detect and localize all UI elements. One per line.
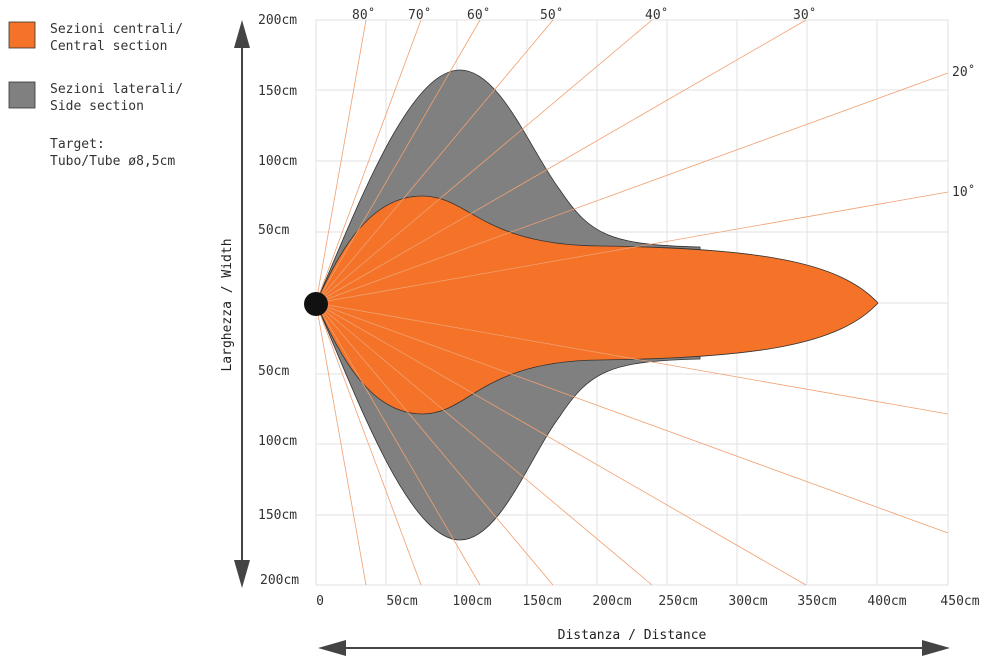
angle-label-80: 80˚ — [352, 7, 375, 23]
angle-label-40: 40˚ — [645, 7, 668, 23]
x-tick-label: 300cm — [728, 594, 767, 609]
x-axis-arrow — [318, 640, 950, 656]
x-tick-label: 450cm — [940, 594, 979, 609]
central-section-area — [315, 195, 879, 415]
x-tick-label: 0 — [316, 594, 324, 609]
angle-label-30: 30˚ — [793, 7, 816, 23]
x-tick-label: 250cm — [658, 594, 697, 609]
legend: Sezioni centrali/ Central section Sezion… — [8, 21, 183, 169]
y-tick-label: 50cm — [258, 223, 289, 238]
legend-side-line2: Side section — [50, 99, 144, 114]
y-tick-label: 150cm — [258, 508, 297, 523]
y-tick-label: 200cm — [258, 13, 297, 28]
y-tick-label: 150cm — [258, 84, 297, 99]
x-tick-label: 350cm — [797, 594, 836, 609]
x-tick-label: 200cm — [592, 594, 631, 609]
legend-central-line1: Sezioni centrali/ — [50, 22, 183, 37]
angle-label-70: 70˚ — [408, 7, 431, 23]
x-tick-label: 50cm — [386, 594, 417, 609]
origin-target — [304, 292, 328, 316]
x-axis-title: Distanza / Distance — [558, 628, 707, 643]
angle-labels: 80˚ 70˚ 60˚ 50˚ 40˚ 30˚ 20˚ 10˚ — [352, 7, 975, 200]
y-tick-label: 200cm — [260, 573, 299, 588]
angle-rays — [315, 19, 949, 586]
x-tick-label: 400cm — [867, 594, 906, 609]
angle-label-10: 10˚ — [952, 184, 975, 200]
legend-swatch-central — [8, 21, 36, 49]
legend-target-line2: Tubo/Tube ø8,5cm — [50, 154, 175, 169]
y-tick-label: 100cm — [258, 154, 297, 169]
legend-side-line1: Sezioni laterali/ — [50, 82, 183, 97]
legend-central-line2: Central section — [50, 39, 167, 54]
angle-label-60: 60˚ — [467, 7, 490, 23]
x-tick-label: 100cm — [452, 594, 491, 609]
x-tick-labels: 0 50cm 100cm 150cm 200cm 250cm 300cm 350… — [316, 594, 980, 609]
y-tick-labels: 200cm 150cm 100cm 50cm 50cm 100cm 150cm … — [258, 13, 299, 588]
legend-swatch-side — [8, 81, 36, 109]
legend-target-line1: Target: — [50, 137, 105, 152]
angle-label-50: 50˚ — [540, 7, 563, 23]
x-tick-label: 150cm — [522, 594, 561, 609]
y-axis-arrow — [234, 20, 250, 588]
y-tick-label: 50cm — [258, 364, 289, 379]
y-tick-label: 100cm — [258, 434, 297, 449]
y-axis-title: Larghezza / Width — [220, 238, 235, 371]
angle-label-20: 20˚ — [952, 64, 975, 80]
